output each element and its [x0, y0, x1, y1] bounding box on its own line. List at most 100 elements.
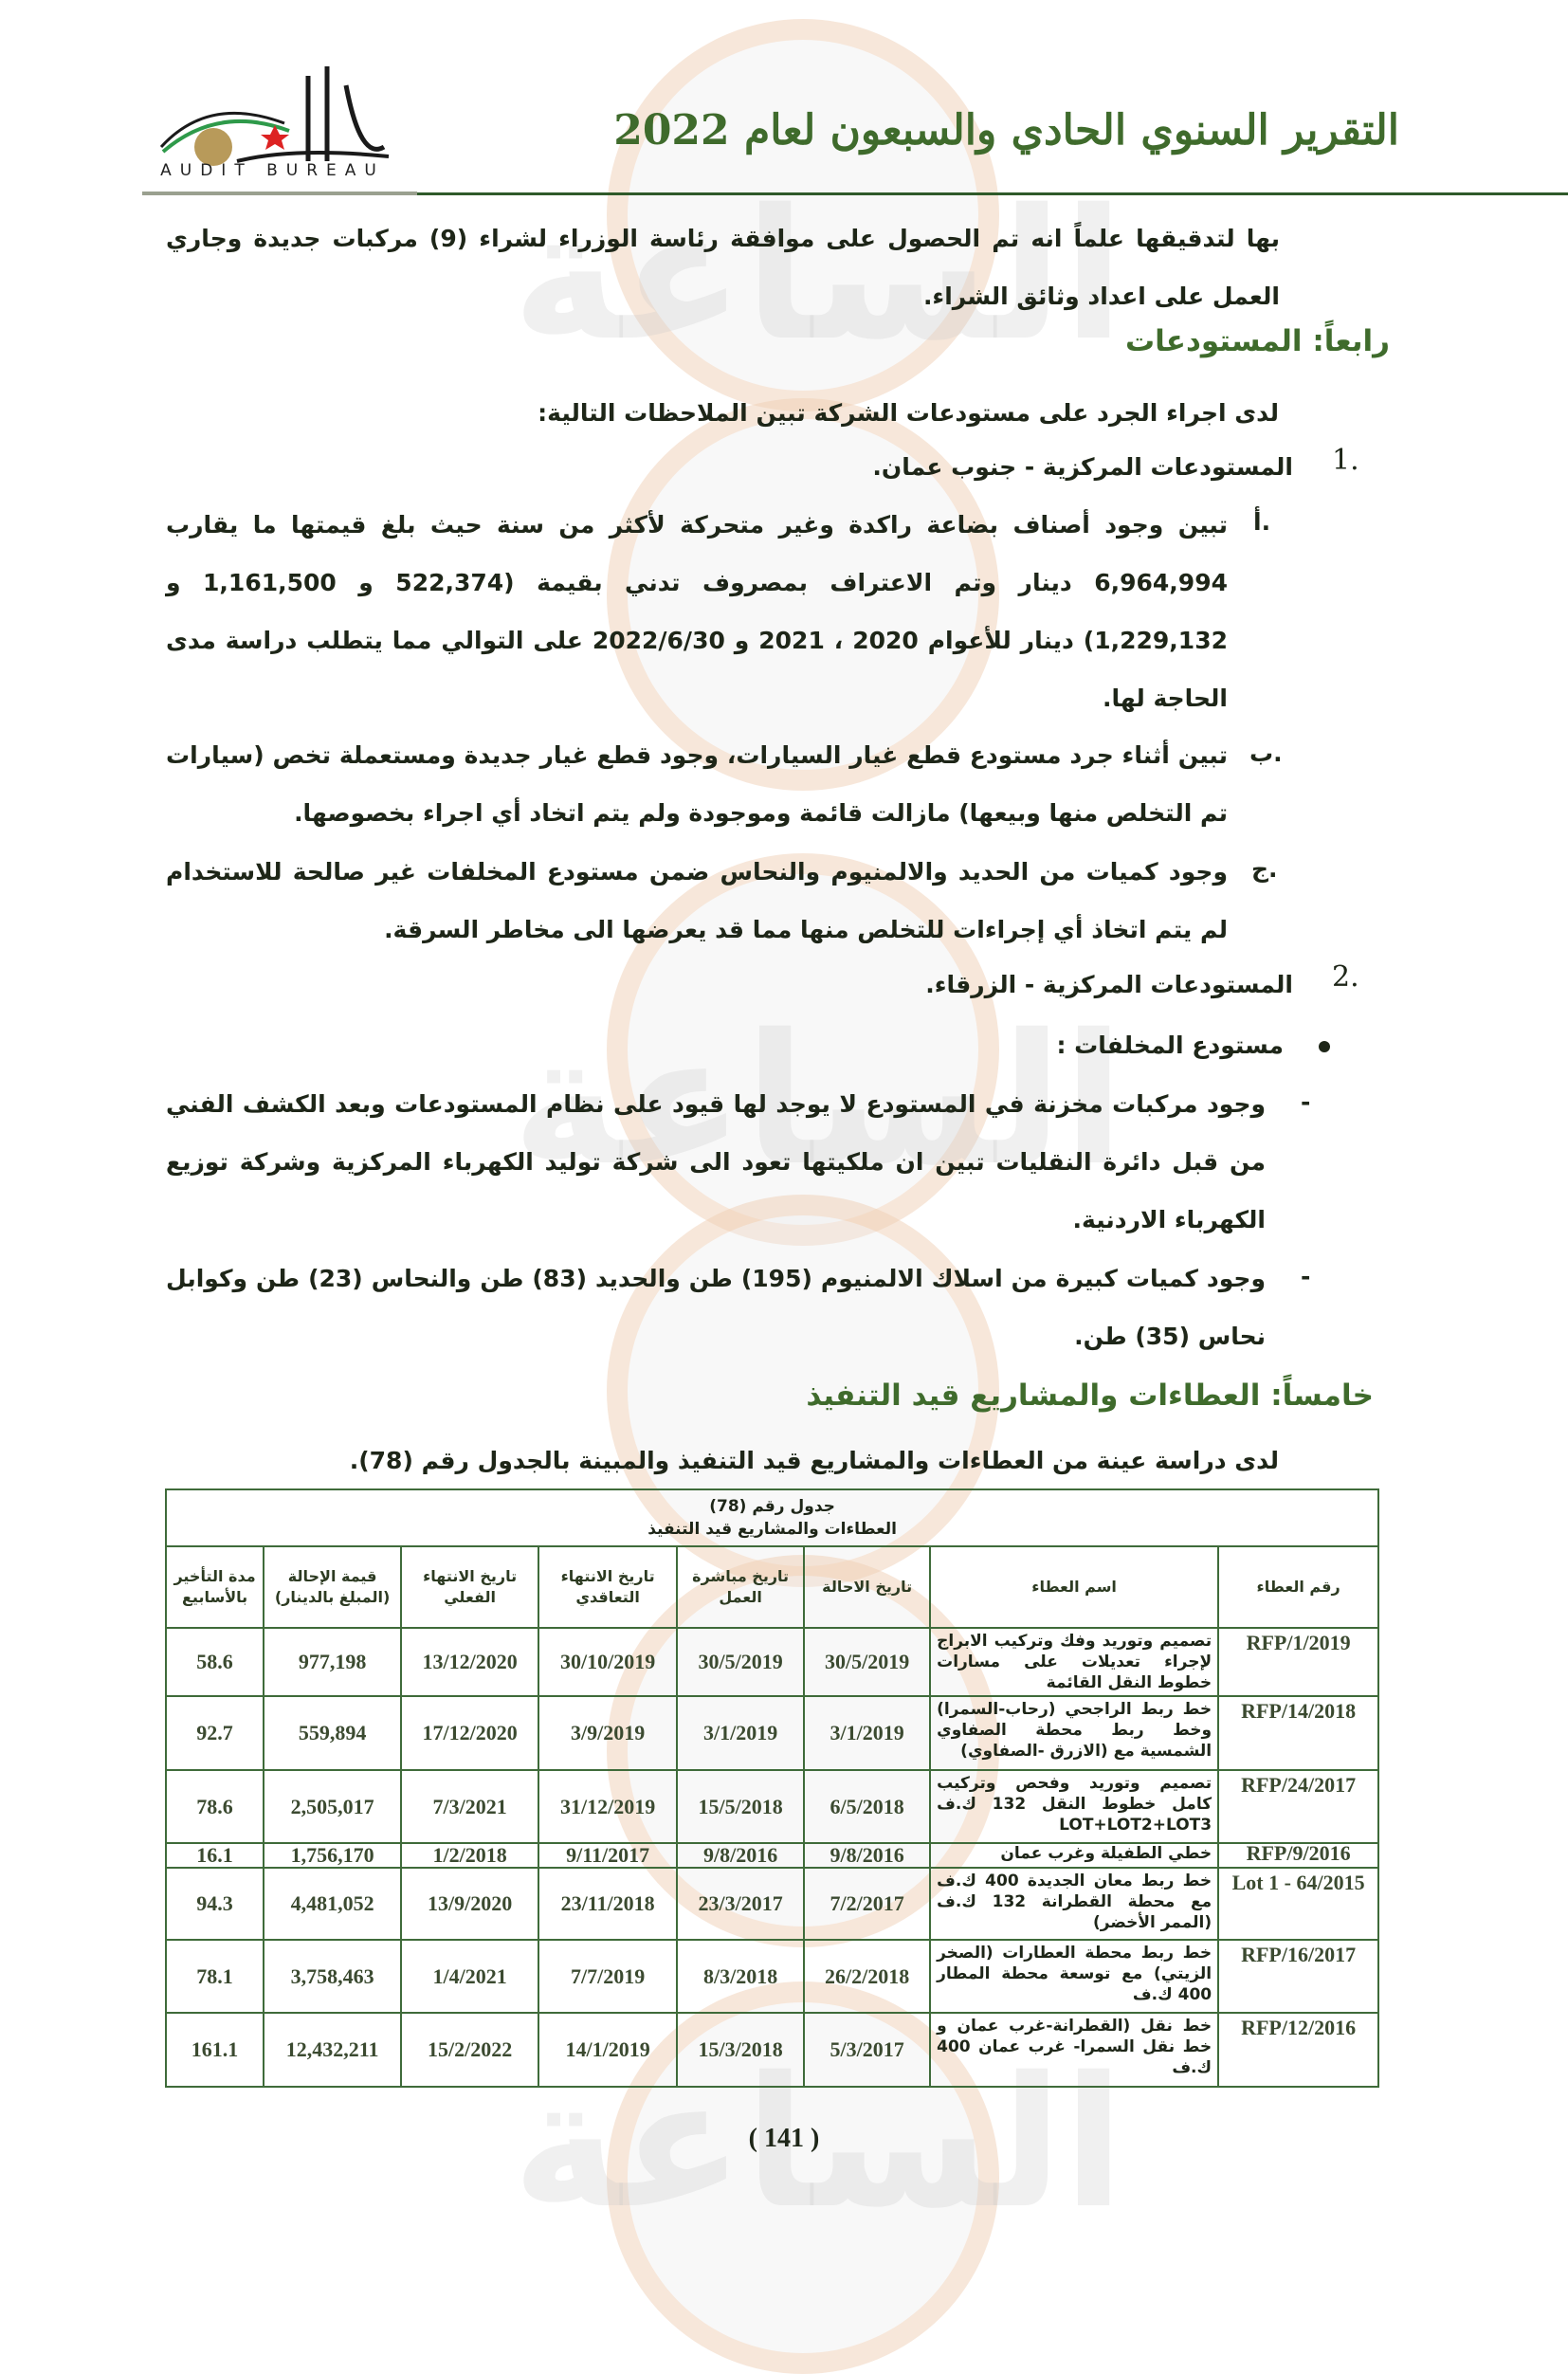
section-intro: لدى دراسة عينة من العطاءات والمشاريع قيد…	[349, 1447, 1279, 1474]
item-number: 2.	[1332, 960, 1359, 994]
dash-marker: -	[1301, 1088, 1311, 1116]
table-row: Lot 1 - 64/2015 خط ربط معان الجديدة 400 ك…	[164, 1867, 1380, 1941]
report-title: التقرير السنوي الحادي والسبعون لعام 2022	[613, 106, 1399, 155]
table-cell: 6/5/2018	[803, 1769, 932, 1844]
table-cell: Lot 1 - 64/2015	[1217, 1867, 1380, 1941]
table-cell: RFP/1/2019	[1217, 1627, 1380, 1697]
subitem-text: تبين وجود أصناف بضاعة راكدة وغير متحركة …	[166, 511, 1228, 712]
table-cell: 1/4/2021	[400, 1939, 540, 2014]
table-row: RFP/16/2017 خط ربط محطة العطارات (الصخر ا…	[164, 1939, 1380, 2014]
table-cell: خط ربط معان الجديدة 400 ك.ف مع محطة القط…	[929, 1867, 1220, 1941]
header-rule	[142, 192, 417, 195]
table-row: RFP/9/2016 خطي الطفيلة وغرب عمان 9/8/2016 9…	[164, 1842, 1380, 1869]
table-cell: 9/8/2016	[803, 1842, 932, 1869]
audit-bureau-logo	[159, 66, 390, 166]
column-header: قيمة الإحالة (المبلغ بالدينار)	[263, 1545, 403, 1629]
column-header: تاريخ الاحالة	[803, 1545, 932, 1629]
item-title: المستودعات المركزية - جنوب عمان.	[872, 453, 1293, 481]
table-cell: 3/9/2019	[538, 1695, 679, 1771]
table-row: RFP/14/2018 خط ربط الراجحي (رحاب-السمرا) …	[164, 1695, 1380, 1771]
table-cell: 23/11/2018	[538, 1867, 679, 1941]
table-cell: RFP/16/2017	[1217, 1939, 1380, 2014]
section-heading: خامساً: العطاءات والمشاريع قيد التنفيذ	[806, 1379, 1374, 1413]
table-cell: 9/8/2016	[676, 1842, 806, 1869]
table-cell: 2,505,017	[263, 1769, 403, 1844]
item-title: المستودعات المركزية - الزرقاء.	[925, 971, 1293, 998]
table-cell: 17/12/2020	[400, 1695, 540, 1771]
table-cell: تصميم وتوريد وفك وتركيب الابراج لإجراء ت…	[929, 1627, 1220, 1697]
tenders-table: جدول رقم (78) العطاءات والمشاريع قيد التن…	[164, 1488, 1380, 2088]
header-rule	[417, 192, 1568, 195]
table-cell: 14/1/2019	[538, 2012, 679, 2088]
table-cell: 30/5/2019	[676, 1627, 806, 1697]
table-cell: 92.7	[164, 1695, 265, 1771]
subitem-marker: أ.	[1253, 508, 1271, 536]
intro-paragraph: بها لتدقيقها علماً انه تم الحصول على موا…	[166, 225, 1280, 310]
table-cell: 8/3/2018	[676, 1939, 806, 2014]
table-cell: 7/3/2021	[400, 1769, 540, 1844]
column-header: اسم العطاء	[929, 1545, 1220, 1629]
section-intro: لدى اجراء الجرد على مستودعات الشركة تبين…	[538, 399, 1279, 427]
subitem-marker: ب.	[1249, 740, 1283, 767]
table-cell: 78.6	[164, 1769, 265, 1844]
table-cell: 559,894	[263, 1695, 403, 1771]
column-header: رقم العطاء	[1217, 1545, 1380, 1629]
table-caption-row: جدول رقم (78) العطاءات والمشاريع قيد التن…	[164, 1488, 1380, 1547]
table-cell: RFP/14/2018	[1217, 1695, 1380, 1771]
dash-item: وجود مركبات مخزنة في المستودع لا يوجد له…	[166, 1090, 1266, 1233]
table-cell: 13/9/2020	[400, 1867, 540, 1941]
table-cell: 23/3/2017	[676, 1867, 806, 1941]
table-cell: 161.1	[164, 2012, 265, 2088]
column-header: تاريخ مباشرة العمل	[676, 1545, 806, 1629]
table-subtitle: العطاءات والمشاريع قيد التنفيذ	[647, 1520, 897, 1539]
table-row: RFP/12/2016 خط نقل (القطرانة-غرب عمان و خ…	[164, 2012, 1380, 2088]
table-cell: خط نقل (القطرانة-غرب عمان و خط نقل السمر…	[929, 2012, 1220, 2088]
table-cell: 3/1/2019	[803, 1695, 932, 1771]
table-cell: 31/12/2019	[538, 1769, 679, 1844]
dash-marker: -	[1301, 1263, 1311, 1290]
bullet-icon	[1319, 1041, 1330, 1052]
table-cell: 1/2/2018	[400, 1842, 540, 1869]
table-cell: 94.3	[164, 1867, 265, 1941]
table-cell: تصميم وتوريد وفحص وتركيب كامل خطوط النقل…	[929, 1769, 1220, 1844]
subitem-text: وجود كميات من الحديد والالمنيوم والنحاس …	[166, 858, 1228, 943]
table-cell: RFP/24/2017	[1217, 1769, 1380, 1844]
column-header: تاريخ الانتهاء الفعلي	[400, 1545, 540, 1629]
table-cell: 58.6	[164, 1627, 265, 1697]
table-row: RFP/1/2019 تصميم وتوريد وفك وتركيب الابرا…	[164, 1627, 1380, 1697]
table-cell: 977,198	[263, 1627, 403, 1697]
table-cell: 15/2/2022	[400, 2012, 540, 2088]
bullet-label: مستودع المخلفات :	[1056, 1032, 1284, 1059]
item-number: 1.	[1332, 444, 1359, 477]
table-cell: 26/2/2018	[803, 1939, 932, 2014]
table-cell: 5/3/2017	[803, 2012, 932, 2088]
table-cell: 15/3/2018	[676, 2012, 806, 2088]
table-cell: 3,758,463	[263, 1939, 403, 2014]
table-cell: خط ربط محطة العطارات (الصخر الزيتي) مع ت…	[929, 1939, 1220, 2014]
table-cell: 9/11/2017	[538, 1842, 679, 1869]
column-header: تاريخ الانتهاء التعاقدي	[538, 1545, 679, 1629]
table-cell: خطي الطفيلة وغرب عمان	[929, 1842, 1220, 1869]
page-number: ( 141 )	[748, 2124, 820, 2153]
column-header: مدة التأخير بالأسابيع	[164, 1545, 265, 1629]
table-cell: 4,481,052	[263, 1867, 403, 1941]
table-cell: RFP/9/2016	[1217, 1842, 1380, 1869]
table-cell: RFP/12/2016	[1217, 2012, 1380, 2088]
section-heading: رابعاً: المستودعات	[1125, 324, 1390, 358]
table-cell: 30/10/2019	[538, 1627, 679, 1697]
subitem-text: تبين أثناء جرد مستودع قطع غيار السيارات،…	[166, 741, 1228, 827]
table-cell: 12,432,211	[263, 2012, 403, 2088]
dash-item: وجود كميات كبيرة من اسلاك الالمنيوم (195…	[166, 1265, 1266, 1350]
table-cell: 1,756,170	[263, 1842, 403, 1869]
table-cell: 30/5/2019	[803, 1627, 932, 1697]
subitem-marker: ج.	[1251, 855, 1278, 883]
table-row: RFP/24/2017 تصميم وتوريد وفحص وتركيب كامل…	[164, 1769, 1380, 1844]
table-cell: 16.1	[164, 1842, 265, 1869]
table-cell: 3/1/2019	[676, 1695, 806, 1771]
table-cell: 15/5/2018	[676, 1769, 806, 1844]
table-caption: جدول رقم (78)	[709, 1497, 835, 1516]
table-cell: خط ربط الراجحي (رحاب-السمرا) وخط ربط محط…	[929, 1695, 1220, 1771]
table-cell: 7/7/2019	[538, 1939, 679, 2014]
table-cell: 78.1	[164, 1939, 265, 2014]
table-header-row: رقم العطاء اسم العطاء تاريخ الاحالة تاري…	[164, 1545, 1380, 1629]
